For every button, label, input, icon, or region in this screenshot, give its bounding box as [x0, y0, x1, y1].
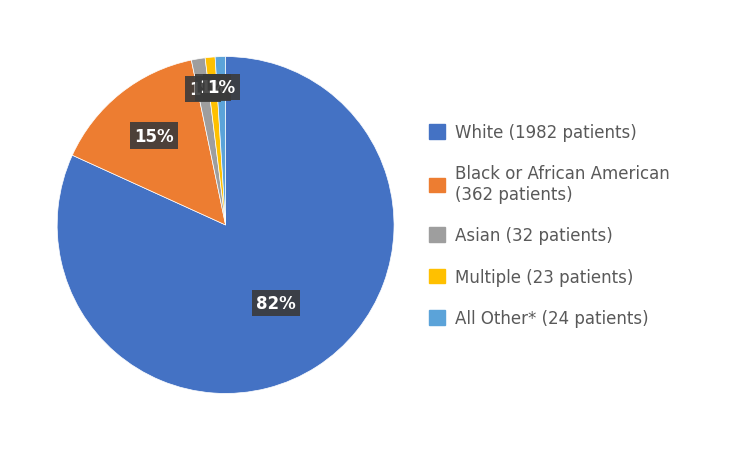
Text: 1%: 1%: [208, 79, 235, 97]
Text: 1%: 1%: [199, 79, 227, 97]
Text: 15%: 15%: [135, 127, 174, 145]
Text: 1%: 1%: [189, 81, 217, 98]
Wedge shape: [191, 59, 226, 226]
Legend: White (1982 patients), Black or African American
(362 patients), Asian (32 patie: White (1982 patients), Black or African …: [429, 124, 670, 327]
Wedge shape: [205, 58, 226, 226]
Wedge shape: [72, 61, 226, 226]
Text: 82%: 82%: [256, 294, 296, 312]
Wedge shape: [215, 57, 226, 226]
Wedge shape: [57, 57, 394, 394]
